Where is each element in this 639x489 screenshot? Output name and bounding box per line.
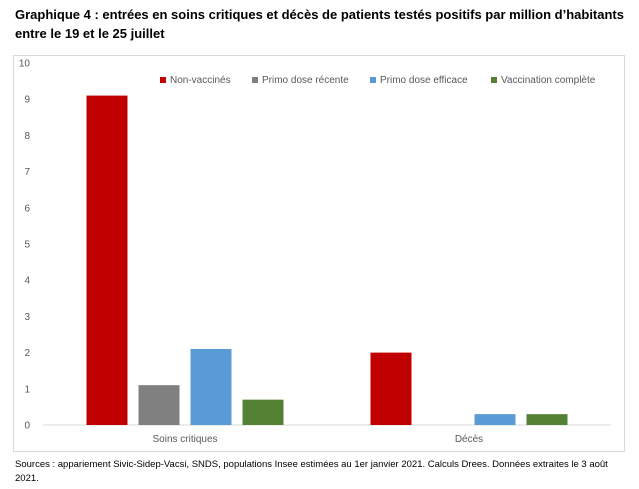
bar-3-2 <box>474 414 516 425</box>
legend-swatch <box>370 77 376 83</box>
y-tick-label: 10 <box>19 59 31 70</box>
y-tick-label: 4 <box>24 276 30 287</box>
legend-label: Primo dose efficace <box>380 75 468 86</box>
chart-title: Graphique 4 : entrées en soins critiques… <box>15 7 624 41</box>
y-tick-label: 9 <box>24 95 30 106</box>
y-tick-label: 1 <box>24 384 30 395</box>
y-tick-label: 5 <box>24 240 30 251</box>
legend-label: Primo dose récente <box>262 75 349 86</box>
y-tick-label: 2 <box>24 348 30 359</box>
legend-label: Vaccination complète <box>501 75 596 86</box>
y-tick-label: 8 <box>24 131 30 142</box>
bar-4-2 <box>526 414 568 425</box>
source-note: Sources : appariement Sivic-Sidep-Vacsi,… <box>15 459 608 484</box>
bar-2-1 <box>138 385 180 425</box>
category-label: Décès <box>455 434 483 445</box>
y-tick-label: 6 <box>24 203 30 214</box>
chart-area <box>13 55 625 452</box>
bar-1-1 <box>86 95 128 425</box>
category-label: Soins critiques <box>152 434 217 445</box>
bar-4-1 <box>242 399 284 425</box>
bar-chart: 0 1 2 3 4 5 6 7 8 9 10 Soins critiques Décès Non-vacc… <box>19 59 611 445</box>
legend-label: Non-vaccinés <box>170 75 231 86</box>
y-tick-label: 3 <box>24 312 30 323</box>
bar-3-1 <box>190 348 232 425</box>
legend-swatch <box>252 77 258 83</box>
legend-swatch <box>160 77 166 83</box>
y-tick-label: 0 <box>24 421 30 432</box>
y-tick-label: 7 <box>24 167 30 178</box>
legend-swatch <box>491 77 497 83</box>
bar-1-2 <box>370 352 412 425</box>
